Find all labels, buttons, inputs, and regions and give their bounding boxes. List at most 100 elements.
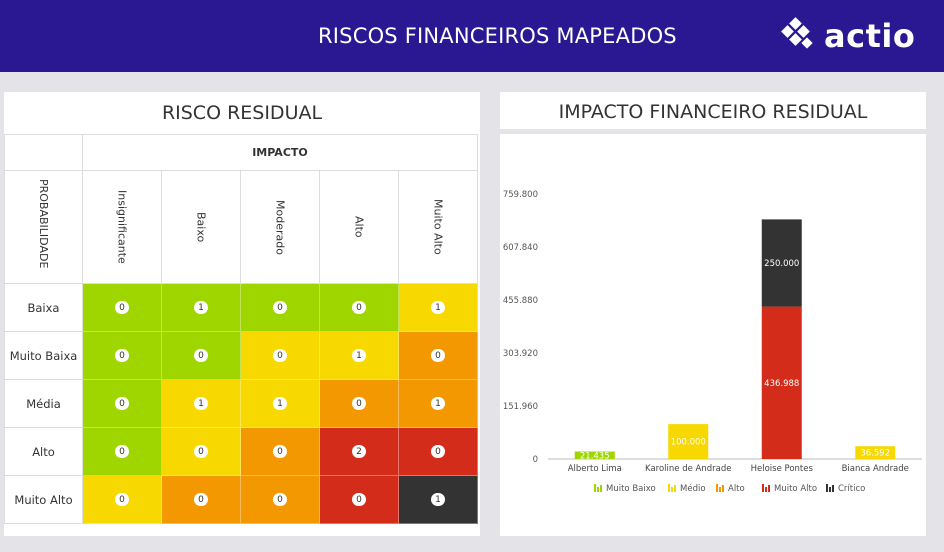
cell-count-badge: 0 [352, 493, 366, 506]
cell-count-badge: 0 [115, 445, 129, 458]
matrix-cell: 1 [162, 380, 241, 428]
matrix-cell: 0 [399, 428, 478, 476]
row-header: Baixa [4, 284, 83, 332]
bar-segment [761, 219, 802, 307]
legend-icon [597, 487, 599, 492]
y-tick-label: 455.880 [503, 296, 538, 306]
legend-icon [674, 485, 676, 492]
bar-chart: 0 151.960 303.920 455.880 607.840 759.800 21.4… [503, 190, 922, 494]
x-category-label: Alberto Lima [568, 464, 622, 474]
legend-icon [765, 487, 767, 492]
matrix-cell: 0 [320, 380, 399, 428]
legend-icon [671, 487, 673, 492]
x-category-label: Heloise Pontes [751, 464, 814, 474]
column-label: Insignificante [115, 190, 129, 264]
logo: actio [780, 14, 915, 58]
chart-panel: 0 151.960 303.920 455.880 607.840 759.800 21.4… [500, 134, 926, 536]
matrix-cell: 0 [83, 332, 162, 380]
chart-title: IMPACTO FINANCEIRO RESIDUAL [558, 101, 868, 123]
legend-label: Crítico [838, 484, 865, 494]
matrix-cell: 0 [241, 476, 320, 524]
impact-header: IMPACTO [83, 134, 478, 171]
row-header: Alto [4, 428, 83, 476]
matrix-cell: 0 [320, 476, 399, 524]
matrix-cell: 0 [162, 332, 241, 380]
column-header: Insignificante [83, 171, 162, 284]
y-tick-label: 759.800 [503, 190, 538, 200]
matrix-corner [4, 134, 83, 171]
cell-count-badge: 1 [431, 301, 445, 314]
bar-segment [855, 446, 896, 459]
matrix-cell: 1 [241, 380, 320, 428]
impact-label: IMPACTO [252, 146, 308, 159]
cell-count-badge: 0 [115, 493, 129, 506]
cell-count-badge: 0 [115, 397, 129, 410]
bar-value-label: 36.592 [860, 449, 890, 459]
cell-count-badge: 0 [273, 301, 287, 314]
chart-title-panel: IMPACTO FINANCEIRO RESIDUAL [500, 92, 926, 129]
row-label: Baixa [27, 300, 60, 315]
x-category-label: Bianca Andrade [842, 464, 909, 474]
row-label: Alto [32, 444, 55, 459]
matrix-cell: 0 [241, 428, 320, 476]
cell-count-badge: 1 [273, 397, 287, 410]
legend-icon [668, 484, 670, 492]
probability-label: PROBABILIDADE [37, 179, 50, 269]
legend-label: Muito Alto [774, 484, 817, 494]
matrix-cell: 1 [399, 380, 478, 428]
matrix-cell: 0 [83, 476, 162, 524]
matrix-cell: 0 [399, 332, 478, 380]
bar-segment [574, 451, 615, 459]
cell-count-badge: 0 [273, 493, 287, 506]
cell-count-badge: 0 [194, 445, 208, 458]
bar-value-label: 100.000 [671, 438, 706, 448]
bar-value-label: 250.000 [764, 259, 799, 269]
matrix-cell: 0 [83, 428, 162, 476]
legend-icon [722, 485, 724, 492]
legend-label: Médio [680, 483, 706, 494]
matrix-cell: 1 [399, 476, 478, 524]
cell-count-badge: 1 [431, 397, 445, 410]
legend-icon [826, 484, 828, 492]
y-tick-label: 0 [533, 455, 538, 465]
matrix-cell: 1 [399, 284, 478, 332]
cell-count-badge: 0 [115, 349, 129, 362]
column-label: Baixo [194, 211, 208, 243]
cell-count-badge: 0 [194, 493, 208, 506]
row-label: Muito Baixa [9, 348, 78, 363]
cell-count-badge: 0 [431, 445, 445, 458]
cell-count-badge: 0 [352, 301, 366, 314]
column-label: Muito Alto [431, 199, 445, 255]
legend-icon [716, 484, 718, 492]
column-label: Moderado [273, 199, 287, 255]
cell-count-badge: 0 [115, 301, 129, 314]
column-label: Alto [352, 216, 366, 238]
actio-logo-icon [781, 17, 813, 49]
cell-count-badge: 1 [352, 349, 366, 362]
legend-label: Alto [728, 484, 745, 494]
bar-segment [761, 306, 802, 459]
cell-count-badge: 1 [194, 301, 208, 314]
y-tick-label: 607.840 [503, 243, 538, 253]
matrix-cell: 0 [241, 332, 320, 380]
cell-count-badge: 0 [431, 349, 445, 362]
matrix-cell: 1 [162, 284, 241, 332]
row-label: Muito Alto [14, 492, 73, 507]
legend-icon [719, 487, 721, 492]
matrix-cell: 0 [83, 380, 162, 428]
page-title: RISCOS FINANCEIROS MAPEADOS [318, 24, 677, 48]
probability-header: PROBABILIDADE [4, 171, 83, 284]
matrix-cell: 0 [241, 284, 320, 332]
matrix-cell: 0 [320, 284, 399, 332]
cell-count-badge: 1 [194, 397, 208, 410]
bar-segment [668, 424, 709, 459]
matrix-cell: 0 [162, 428, 241, 476]
matrix-cell: 0 [162, 476, 241, 524]
y-tick-label: 303.920 [503, 349, 538, 359]
matrix-cell: 1 [320, 332, 399, 380]
cell-count-badge: 0 [352, 397, 366, 410]
cell-count-badge: 2 [352, 445, 366, 458]
logo-text: actio [824, 17, 916, 55]
matrix-cell: 0 [83, 284, 162, 332]
column-header: Baixo [162, 171, 241, 284]
